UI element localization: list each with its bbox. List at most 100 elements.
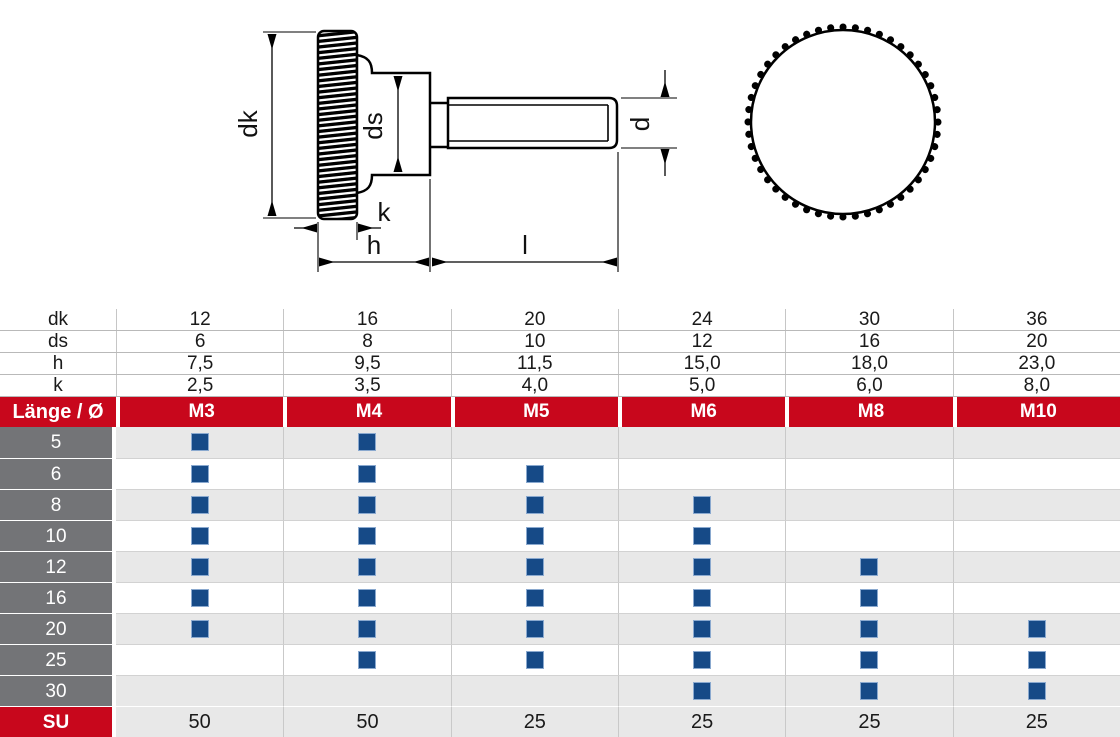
- availability-cell: [116, 520, 284, 552]
- spec-value-cell: 15,0: [617, 353, 785, 374]
- availability-square: [1028, 683, 1045, 699]
- availability-cell: [450, 427, 618, 458]
- spec-row-label: h: [52, 353, 64, 374]
- availability-cell: [952, 582, 1120, 614]
- availability-square: [359, 466, 376, 482]
- spec-value-cell: 3,5: [283, 375, 450, 396]
- spec-value-cell: 30: [785, 309, 952, 330]
- spec-row-dk: dk 12 16 20 24 30 36: [0, 309, 1120, 331]
- spec-value-cell: 12: [116, 309, 283, 330]
- spec-value-cell: 23,0: [952, 353, 1120, 374]
- availability-cell: [116, 582, 284, 614]
- availability-cell: [785, 427, 953, 458]
- su-value-cell: 25: [450, 706, 618, 737]
- length-label: 10: [0, 520, 116, 552]
- availability-square: [191, 497, 208, 513]
- spec-value-cell: 9,5: [283, 353, 450, 374]
- availability-cell: [785, 644, 953, 676]
- su-row: SU 50 50 25 25 25 25: [0, 706, 1120, 737]
- availability-square: [191, 466, 208, 482]
- availability-square: [526, 528, 543, 544]
- availability-cell: [450, 551, 618, 583]
- spec-value-cell: 10: [450, 331, 618, 352]
- availability-cell: [283, 520, 451, 552]
- length-label: 25: [0, 644, 116, 676]
- length-label: 20: [0, 613, 116, 645]
- availability-square: [526, 621, 543, 637]
- length-label: 12: [0, 551, 116, 583]
- su-value-cell: 25: [952, 706, 1120, 737]
- dimension-lines: [263, 31, 677, 272]
- availability-cell: [617, 644, 786, 676]
- spec-value-cell: 6,0: [785, 375, 952, 396]
- availability-cell: [785, 613, 953, 645]
- availability-square: [191, 621, 208, 637]
- availability-cell: [785, 489, 953, 521]
- length-label: 16: [0, 582, 116, 614]
- availability-square: [694, 621, 711, 637]
- spec-value-cell: 2,5: [116, 375, 283, 396]
- length-label: 30: [0, 675, 116, 707]
- availability-square: [694, 559, 711, 575]
- availability-cell: [952, 613, 1120, 645]
- header-column-m4: M4: [283, 397, 451, 427]
- spec-value-cell: 18,0: [785, 353, 952, 374]
- availability-cell: [450, 520, 618, 552]
- availability-cell: [617, 582, 786, 614]
- availability-square: [526, 466, 543, 482]
- su-label: SU: [0, 706, 116, 737]
- availability-cell: [283, 644, 451, 676]
- availability-square: [191, 528, 208, 544]
- availability-cell: [116, 644, 284, 676]
- availability-cell: [785, 520, 953, 552]
- availability-square: [526, 559, 543, 575]
- availability-cell: [952, 551, 1120, 583]
- availability-square: [861, 683, 878, 699]
- knurl-top-view: [744, 23, 942, 221]
- spec-value-cell: 8: [283, 331, 450, 352]
- availability-square: [359, 621, 376, 637]
- availability-cell: [952, 427, 1120, 458]
- availability-cell: [617, 489, 786, 521]
- dimension-labels: dk ds d k h l: [233, 109, 655, 260]
- availability-cell: [450, 489, 618, 521]
- availability-cell: [785, 675, 953, 707]
- availability-square: [694, 652, 711, 668]
- header-column-m5: M5: [450, 397, 618, 427]
- availability-square: [359, 497, 376, 513]
- spec-value-cell: 4,0: [450, 375, 618, 396]
- spec-value-cell: 20: [952, 331, 1120, 352]
- table-row: 30: [0, 675, 1120, 707]
- table-row: 5: [0, 427, 1120, 458]
- availability-cell: [952, 520, 1120, 552]
- availability-square: [694, 683, 711, 699]
- availability-square: [359, 434, 376, 450]
- table-header-row: Länge / Ø M3 M4 M5 M6 M8 M10: [0, 397, 1120, 427]
- spec-value-cell: 20: [450, 309, 618, 330]
- availability-square: [191, 559, 208, 575]
- availability-square: [526, 590, 543, 606]
- spec-row-label: k: [53, 375, 63, 396]
- availability-cell: [283, 427, 451, 458]
- table-row: 6: [0, 458, 1120, 490]
- availability-square: [861, 590, 878, 606]
- availability-cell: [450, 458, 618, 490]
- availability-cell: [952, 489, 1120, 521]
- availability-square: [694, 528, 711, 544]
- availability-cell: [617, 458, 786, 490]
- availability-cell: [785, 458, 953, 490]
- k-label: k: [378, 197, 392, 227]
- availability-square: [191, 590, 208, 606]
- table-row: 12: [0, 551, 1120, 583]
- length-label: 8: [0, 489, 116, 521]
- availability-cell: [283, 613, 451, 645]
- length-label: 6: [0, 458, 116, 490]
- availability-cell: [116, 489, 284, 521]
- availability-cell: [952, 458, 1120, 490]
- header-column-m6: M6: [617, 397, 786, 427]
- availability-cell: [116, 551, 284, 583]
- availability-square: [861, 621, 878, 637]
- availability-cell: [450, 613, 618, 645]
- length-label: 5: [0, 427, 116, 458]
